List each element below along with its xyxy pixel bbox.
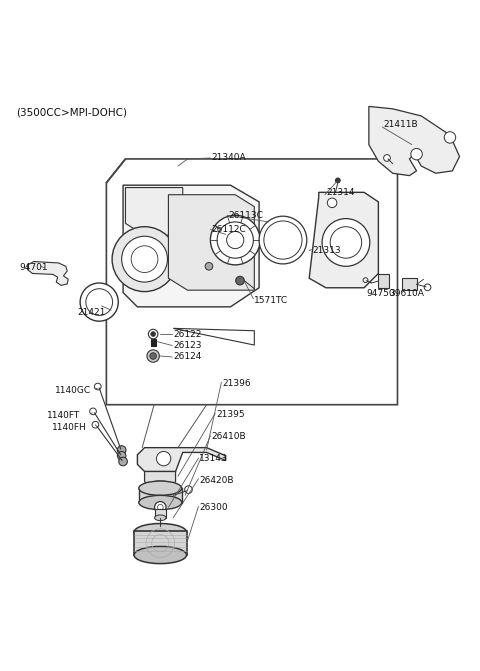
- Bar: [402, 278, 417, 290]
- Text: 21313: 21313: [312, 246, 341, 255]
- Circle shape: [185, 486, 192, 493]
- Text: 1140FH: 1140FH: [52, 423, 87, 432]
- Circle shape: [444, 132, 456, 143]
- Circle shape: [322, 219, 370, 266]
- Polygon shape: [309, 193, 378, 288]
- Text: 1571TC: 1571TC: [254, 296, 288, 305]
- Text: 26420B: 26420B: [199, 476, 234, 484]
- Bar: [378, 274, 389, 288]
- Text: 94750: 94750: [366, 289, 395, 298]
- Circle shape: [119, 457, 127, 466]
- Circle shape: [121, 236, 168, 282]
- Circle shape: [92, 421, 99, 428]
- Text: 21411B: 21411B: [383, 120, 418, 129]
- Ellipse shape: [134, 546, 187, 564]
- Circle shape: [150, 353, 156, 360]
- Ellipse shape: [144, 481, 177, 500]
- Ellipse shape: [155, 515, 166, 521]
- Ellipse shape: [134, 523, 187, 541]
- Circle shape: [151, 331, 156, 336]
- Polygon shape: [369, 107, 459, 176]
- Text: 21395: 21395: [216, 410, 245, 419]
- Text: 21314: 21314: [326, 188, 354, 197]
- Text: 26300: 26300: [199, 503, 228, 512]
- Circle shape: [327, 198, 337, 207]
- Circle shape: [411, 148, 422, 160]
- Circle shape: [363, 278, 368, 282]
- Circle shape: [156, 452, 171, 466]
- Text: 21421: 21421: [78, 308, 106, 317]
- Text: (3500CC>MPI-DOHC): (3500CC>MPI-DOHC): [16, 107, 127, 117]
- Circle shape: [236, 276, 244, 285]
- Text: 26123: 26123: [173, 341, 202, 350]
- Circle shape: [205, 262, 213, 270]
- Circle shape: [117, 446, 126, 454]
- Circle shape: [210, 215, 260, 265]
- Text: 26112C: 26112C: [211, 225, 246, 234]
- Text: 26124: 26124: [173, 352, 202, 362]
- Circle shape: [384, 154, 390, 161]
- Ellipse shape: [139, 495, 182, 510]
- Circle shape: [112, 227, 177, 292]
- Polygon shape: [144, 472, 176, 491]
- Polygon shape: [137, 448, 226, 472]
- Text: 13143: 13143: [199, 454, 228, 462]
- Polygon shape: [168, 195, 254, 290]
- Bar: [139, 488, 182, 503]
- Polygon shape: [125, 188, 183, 240]
- Bar: [151, 339, 156, 346]
- Bar: [155, 509, 166, 518]
- Circle shape: [95, 383, 101, 390]
- Text: 1140GC: 1140GC: [55, 386, 91, 395]
- Text: 21340A: 21340A: [211, 154, 246, 162]
- Polygon shape: [123, 185, 259, 307]
- Text: 26410B: 26410B: [211, 432, 246, 441]
- Text: 26122: 26122: [173, 329, 202, 339]
- Circle shape: [155, 502, 166, 513]
- Circle shape: [148, 329, 158, 339]
- Circle shape: [80, 283, 118, 321]
- Text: 39610A: 39610A: [389, 289, 424, 298]
- Bar: [134, 531, 187, 555]
- Circle shape: [424, 284, 431, 291]
- Ellipse shape: [139, 481, 182, 495]
- Text: 26113C: 26113C: [228, 211, 263, 219]
- Text: 21396: 21396: [222, 378, 251, 388]
- Circle shape: [259, 216, 307, 264]
- Circle shape: [147, 350, 159, 362]
- Circle shape: [156, 523, 165, 532]
- Circle shape: [90, 408, 96, 415]
- Text: 1140FT: 1140FT: [47, 411, 80, 419]
- Circle shape: [336, 178, 340, 183]
- Circle shape: [117, 452, 126, 460]
- Polygon shape: [28, 262, 68, 285]
- Text: 94701: 94701: [20, 263, 48, 272]
